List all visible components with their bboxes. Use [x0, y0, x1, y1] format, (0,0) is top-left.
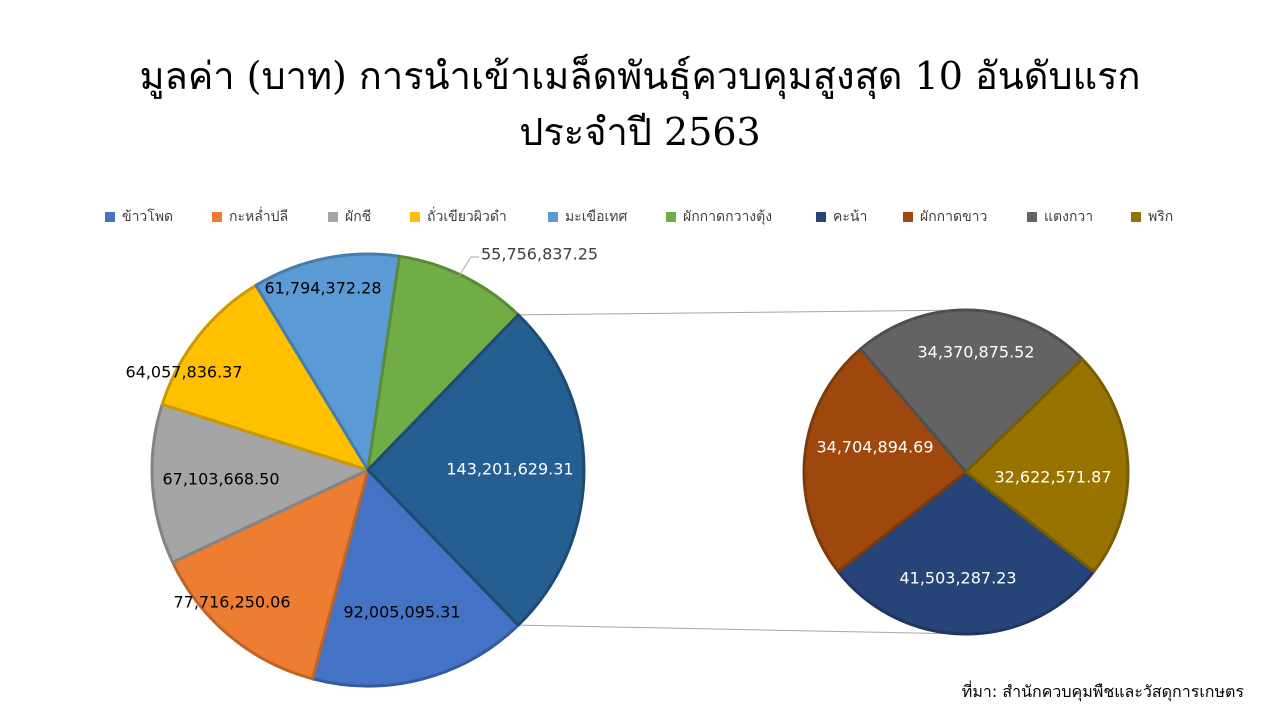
legend-swatch [105, 212, 115, 222]
data-label: 34,704,894.69 [816, 438, 933, 457]
chart-title: มูลค่า (บาท) การนำเข้าเมล็ดพันธุ์ควบคุมส… [0, 48, 1280, 160]
pie-slice [254, 252, 401, 472]
data-label: 61,794,372.28 [264, 279, 381, 298]
main-pie [150, 252, 586, 688]
legend-item: ผักกาดขาว [903, 206, 987, 228]
pie-slice [160, 283, 370, 472]
connector-lines [518, 309, 967, 635]
legend-label: ข้าวโพด [122, 209, 174, 225]
chart-title-line2: ประจำปี 2563 [519, 110, 761, 154]
legend-swatch [903, 212, 913, 222]
data-label: 64,057,836.37 [125, 363, 242, 382]
connector-line [518, 309, 967, 316]
legend-swatch [328, 212, 338, 222]
pie-slice [171, 468, 370, 681]
source-note: ที่มา: สำนักควบคุมพืชและวัสดุการเกษตร [961, 682, 1244, 701]
legend-label: ผักกาดกวางตุ้ง [683, 209, 773, 225]
leader-line [458, 256, 479, 277]
pie-slice [150, 402, 370, 564]
data-label: 41,503,287.23 [899, 569, 1016, 588]
legend-swatch [548, 212, 558, 222]
data-label: 32,622,571.87 [994, 468, 1111, 487]
secondary-pie-slice [964, 357, 1130, 573]
chart-title-line1: มูลค่า (บาท) การนำเข้าเมล็ดพันธุ์ควบคุมส… [139, 54, 1141, 98]
legend-swatch [1131, 212, 1141, 222]
legend-item: ผักกาดกวางตุ้ง [666, 206, 772, 228]
secondary-pie-slice [836, 470, 1096, 636]
legend-item: ข้าวโพด [105, 206, 173, 228]
legend-item: ผักชี [328, 206, 371, 228]
data-label: 92,005,095.31 [343, 603, 460, 622]
chart-legend: ข้าวโพด กะหล่ำปลี ผักชี ถั่วเขียวผิวดำ มะเขื… [100, 206, 1200, 230]
legend-swatch [212, 212, 222, 222]
connector-line [518, 624, 967, 635]
legend-label: กะหล่ำปลี [229, 209, 289, 225]
legend-label: มะเขือเทศ [565, 209, 628, 225]
legend-item: กะหล่ำปลี [212, 206, 288, 228]
data-label: 143,201,629.31 [446, 460, 573, 479]
data-label: 55,756,837.25 [481, 245, 598, 264]
pie-slice [366, 254, 520, 472]
legend-label: แตงกวา [1044, 209, 1094, 225]
legend-label: ถั่วเขียวผิวดำ [427, 209, 507, 225]
legend-label: ผักกาดขาว [920, 209, 988, 225]
data-label: 34,370,875.52 [917, 343, 1034, 362]
legend-item: พริก [1131, 206, 1173, 228]
secondary-pie-slice [859, 308, 1084, 474]
data-label: 77,716,250.06 [173, 593, 290, 612]
legend-item: แตงกวา [1027, 206, 1093, 228]
pie-slice [311, 468, 520, 688]
data-label: 67,103,668.50 [162, 470, 279, 489]
legend-item: ถั่วเขียวผิวดำ [410, 206, 507, 228]
legend-label: ผักชี [345, 209, 372, 225]
secondary-pie [802, 308, 1130, 636]
legend-swatch [1027, 212, 1037, 222]
legend-swatch [666, 212, 676, 222]
legend-label: คะน้า [833, 209, 868, 225]
pie-slice-other [366, 313, 586, 627]
legend-swatch [816, 212, 826, 222]
data-labels: 92,005,095.31 77,716,250.06 67,103,668.50 6… [125, 245, 1111, 622]
legend-label: พริก [1148, 209, 1174, 225]
legend-item: คะน้า [816, 206, 867, 228]
legend-item: มะเขือเทศ [548, 206, 627, 228]
secondary-pie-slice [802, 347, 968, 573]
legend-swatch [410, 212, 420, 222]
